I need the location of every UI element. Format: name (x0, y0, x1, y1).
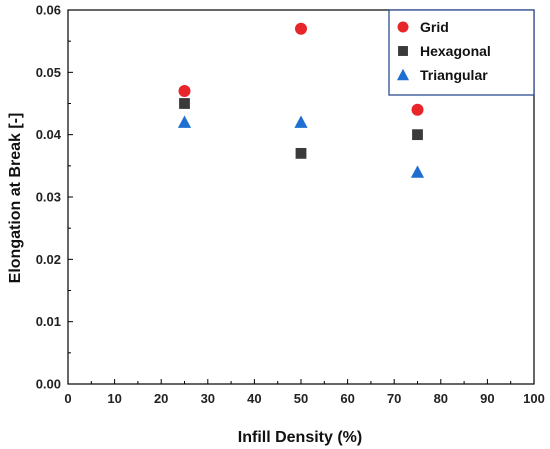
legend-marker (397, 21, 409, 33)
data-point (179, 98, 190, 109)
y-axis-title: Elongation at Break [-] (7, 113, 24, 284)
series-grid (178, 22, 424, 116)
y-tick-label: 0.03 (36, 190, 61, 205)
y-tick-label: 0.02 (36, 252, 61, 267)
data-point (410, 165, 425, 178)
legend-marker (398, 46, 408, 56)
data-point (295, 22, 307, 35)
x-tick-label: 10 (107, 391, 121, 406)
y-tick-label: 0.05 (36, 65, 61, 80)
x-tick-label: 90 (480, 391, 494, 406)
legend-label: Grid (420, 19, 449, 35)
data-point (294, 115, 308, 128)
data-point (412, 129, 423, 141)
series-triangular (177, 115, 425, 178)
data-point (295, 147, 307, 159)
data-point (411, 103, 424, 116)
x-tick-label: 30 (201, 391, 215, 406)
y-tick-label: 0.06 (36, 3, 61, 18)
x-tick-label: 20 (154, 391, 168, 406)
y-tick-label: 0.04 (36, 127, 62, 142)
x-tick-label: 50 (294, 391, 308, 406)
x-tick-label: 70 (387, 391, 401, 406)
axes: 0 10 20 30 40 50 60 70 80 90 100 0.00 0.01 0.02 0.03 0.… (36, 3, 545, 407)
x-tick-label: 80 (434, 391, 448, 406)
y-tick-label: 0.00 (36, 377, 61, 392)
x-tick-label: 60 (340, 391, 354, 406)
legend-marker (396, 68, 410, 81)
y-tick-label: 0.01 (36, 314, 61, 329)
series-hexagonal (179, 98, 423, 159)
legend: Grid Hexagonal Triangular (388, 9, 535, 96)
x-tick-label: 100 (523, 391, 545, 406)
x-axis-title: Infill Density (%) (238, 429, 362, 446)
data-point (177, 115, 192, 128)
legend-label: Hexagonal (420, 43, 491, 59)
data-points (177, 22, 425, 178)
legend-box (388, 9, 535, 96)
x-tick-label: 40 (247, 391, 261, 406)
x-tick-label: 0 (64, 391, 71, 406)
legend-label: Triangular (420, 67, 488, 83)
data-point (178, 85, 191, 98)
